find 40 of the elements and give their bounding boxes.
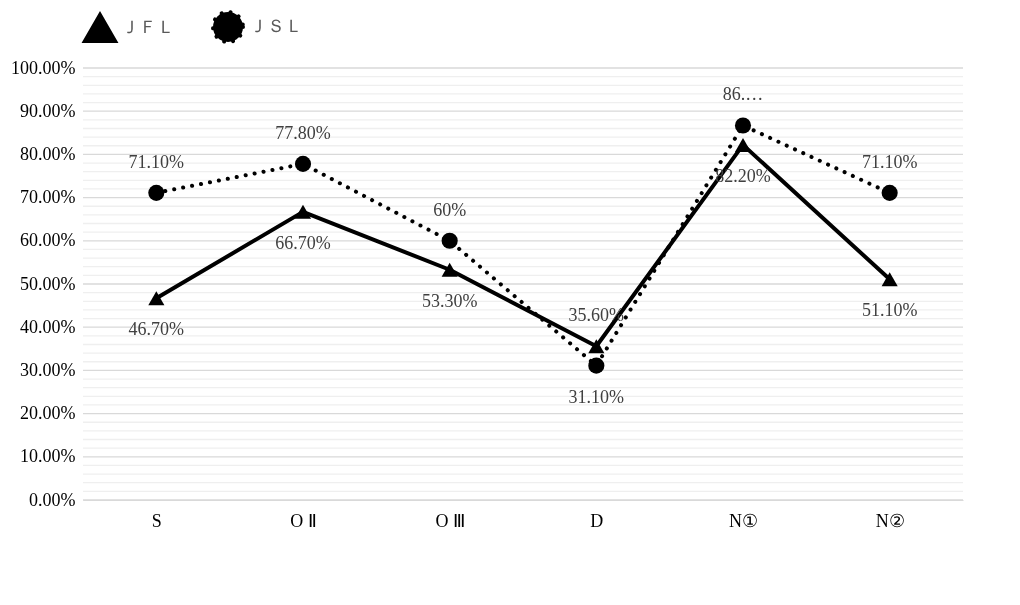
y-tick-label: 10.00%	[20, 446, 76, 467]
point	[588, 339, 605, 354]
y-tick-label: 90.00%	[20, 100, 76, 121]
data-label: 53.30%	[421, 290, 478, 311]
x-tick-label: O Ⅱ	[290, 510, 317, 531]
legend-label: ＪＳＬ	[249, 16, 303, 36]
data-label: 60%	[433, 199, 467, 220]
data-label: 31.10%	[568, 386, 625, 407]
point	[294, 155, 312, 172]
y-tick-label: 50.00%	[20, 273, 76, 294]
data-label: 51.10%	[861, 300, 918, 321]
point	[881, 272, 898, 287]
x-tick-label: N①	[729, 510, 758, 531]
y-tick-label: 20.00%	[20, 403, 76, 424]
y-tick-label: 70.00%	[20, 187, 76, 208]
data-label: 46.70%	[128, 319, 185, 340]
x-tick-label: S	[151, 510, 162, 531]
data-label: 86.…	[722, 84, 764, 105]
point	[148, 291, 165, 306]
point	[441, 262, 458, 277]
data-label: 71.10%	[861, 151, 918, 172]
y-tick-label: 100.00%	[11, 57, 76, 78]
y-tick-label: 30.00%	[20, 359, 76, 380]
data-label: 71.10%	[128, 151, 185, 172]
y-tick-label: 0.00%	[29, 489, 76, 510]
y-tick-label: 60.00%	[20, 230, 76, 251]
y-tick-label: 80.00%	[20, 143, 76, 164]
point	[294, 204, 312, 219]
point	[148, 184, 165, 201]
legend-label: ＪＦＬ	[121, 17, 175, 37]
x-tick-label: D	[590, 510, 604, 531]
point	[441, 232, 458, 249]
point	[734, 117, 752, 134]
x-tick-label: O Ⅲ	[435, 510, 465, 531]
point	[881, 184, 898, 201]
data-label: 77.80%	[275, 122, 331, 143]
data-label: 66.70%	[275, 232, 331, 253]
point	[588, 357, 605, 374]
x-tick-label: N②	[875, 510, 905, 531]
y-tick-label: 40.00%	[20, 316, 76, 337]
